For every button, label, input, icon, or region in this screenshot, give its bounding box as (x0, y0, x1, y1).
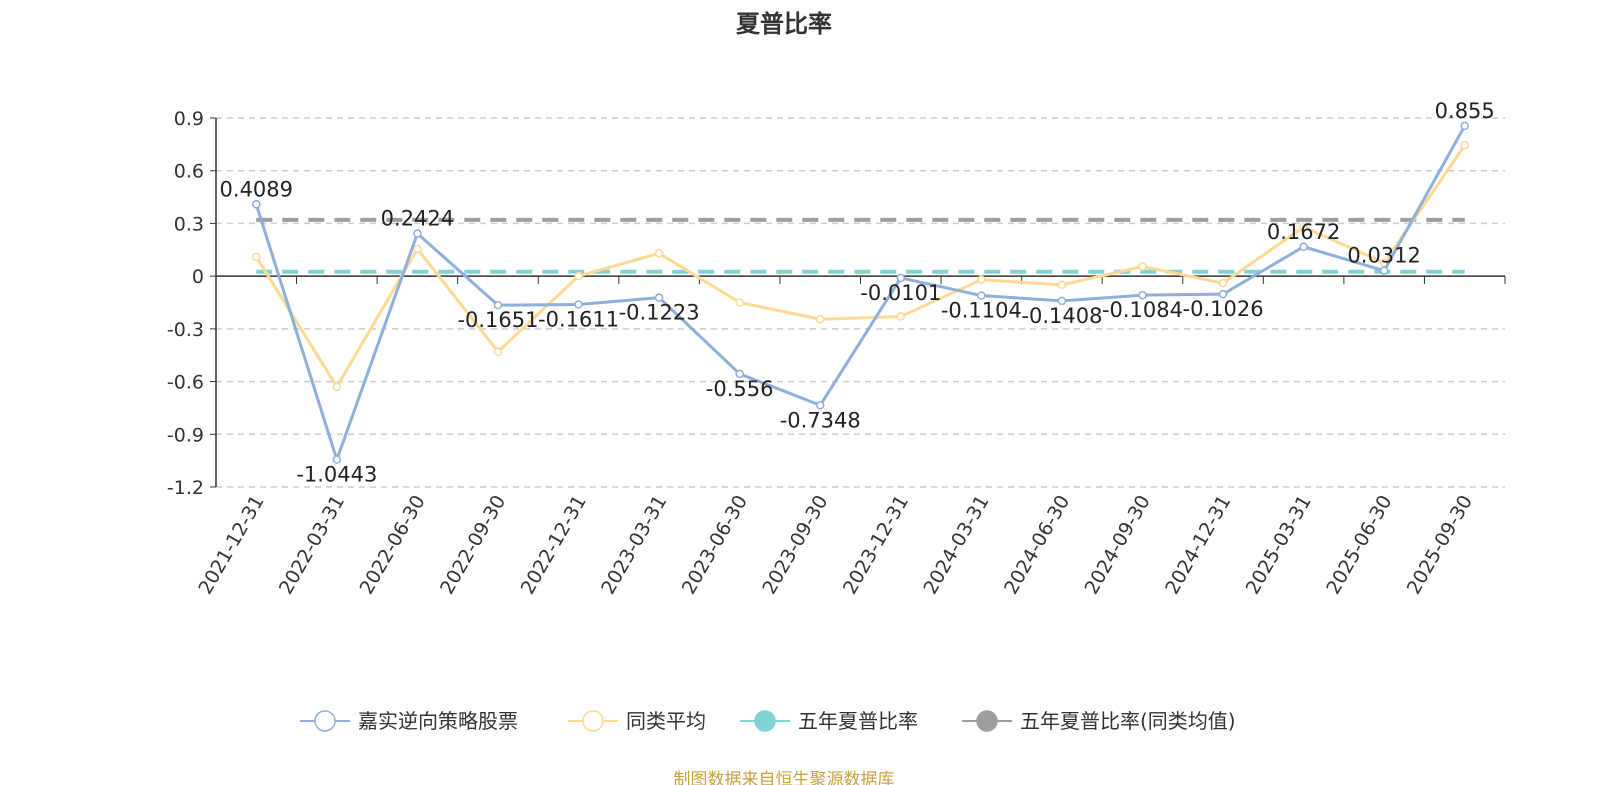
line-fund (254, 125, 1467, 465)
data-label: -0.7348 (780, 408, 861, 432)
point-peer-avg (815, 314, 825, 324)
data-label: -0.1026 (1183, 297, 1264, 321)
point-peer-avg (252, 252, 261, 262)
legend-marker-icon (754, 710, 776, 732)
legend-label[interactable]: 五年夏普比率(同类均值) (1020, 709, 1236, 733)
data-label: -0.1104 (941, 299, 1022, 323)
y-tick-label: -0.3 (167, 319, 204, 341)
legend-marker-icon (582, 710, 604, 732)
data-label: -1.0443 (296, 463, 377, 487)
data-label: -0.1223 (619, 301, 700, 325)
x-tick-label: 2024-12-31 (1161, 492, 1235, 599)
x-tick-label: 2023-06-30 (678, 492, 752, 599)
data-label: -0.1408 (1021, 304, 1102, 328)
point-fund (332, 455, 342, 464)
x-tick-label: 2022-09-30 (436, 492, 510, 599)
y-tick-label: 0.3 (174, 213, 204, 235)
chart-title: 夏普比率 (736, 10, 832, 38)
data-label: 0.2424 (381, 207, 454, 231)
point-peer-avg (977, 275, 986, 284)
point-fund (493, 300, 503, 310)
point-fund (574, 300, 583, 309)
data-label: 0.1672 (1267, 220, 1340, 244)
x-tick-label: 2023-12-31 (839, 492, 913, 599)
legend-marker-icon (314, 710, 336, 732)
data-label: -0.1651 (457, 308, 538, 332)
point-peer-avg (493, 347, 503, 356)
x-tick-label: 2024-06-30 (1000, 492, 1074, 599)
point-fund (1218, 289, 1228, 299)
point-peer-avg (896, 312, 906, 321)
point-peer-avg (413, 244, 422, 254)
point-fund (1460, 121, 1469, 131)
y-tick-label: 0.6 (174, 161, 204, 183)
point-fund (413, 229, 422, 238)
point-fund (1057, 296, 1067, 306)
footer-source: 制图数据来自恒生聚源数据库 (674, 770, 895, 785)
point-peer-avg (574, 271, 583, 281)
x-tick-label: 2023-03-31 (597, 492, 671, 599)
y-tick-label: -0.9 (167, 424, 204, 446)
legend-label[interactable]: 同类平均 (626, 709, 706, 733)
point-fund (1299, 242, 1308, 252)
x-tick-label: 2025-09-30 (1403, 492, 1477, 599)
point-peer-avg (1299, 222, 1308, 232)
data-label: 0.855 (1435, 99, 1495, 123)
data-label: -0.1611 (538, 307, 619, 331)
point-fund (977, 291, 986, 300)
x-tick-label: 2021-12-31 (194, 492, 268, 599)
legend-label[interactable]: 嘉实逆向策略股票 (358, 709, 518, 733)
y-tick-label: -1.2 (167, 477, 204, 499)
point-fund (815, 401, 825, 410)
data-label: -0.0101 (860, 281, 941, 305)
x-tick-label: 2022-03-31 (275, 492, 349, 599)
point-peer-avg (332, 382, 342, 392)
x-tick-label: 2024-09-30 (1081, 492, 1155, 599)
legend-label[interactable]: 五年夏普比率 (798, 709, 918, 733)
point-peer-avg (1460, 140, 1469, 150)
point-peer-avg (1218, 278, 1228, 288)
point-peer-avg (735, 298, 744, 307)
y-tick-label: -0.6 (167, 372, 204, 394)
x-tick-label: 2022-06-30 (355, 492, 429, 599)
point-fund (1138, 290, 1147, 300)
data-label: 0.0312 (1347, 244, 1420, 268)
x-tick-label: 2023-09-30 (758, 492, 832, 599)
point-fund (735, 369, 744, 379)
data-label: 0.4089 (220, 177, 293, 201)
data-label: -0.1084 (1102, 298, 1183, 322)
point-fund (896, 273, 906, 283)
y-tick-label: 0.9 (174, 108, 204, 130)
point-fund (654, 293, 664, 302)
point-fund (252, 200, 261, 209)
y-tick-label: 0 (192, 266, 204, 288)
x-tick-label: 2025-06-30 (1322, 492, 1396, 599)
point-fund (1379, 266, 1389, 275)
line-peer-avg (255, 144, 1466, 390)
x-tick-label: 2022-12-31 (517, 492, 591, 599)
point-peer-avg (1057, 280, 1067, 290)
x-tick-label: 2024-03-31 (919, 492, 993, 599)
legend-marker-icon (976, 710, 998, 732)
point-peer-avg (654, 249, 664, 258)
x-tick-label: 2025-03-31 (1242, 492, 1316, 599)
point-peer-avg (1138, 262, 1147, 271)
data-label: -0.556 (706, 377, 774, 401)
